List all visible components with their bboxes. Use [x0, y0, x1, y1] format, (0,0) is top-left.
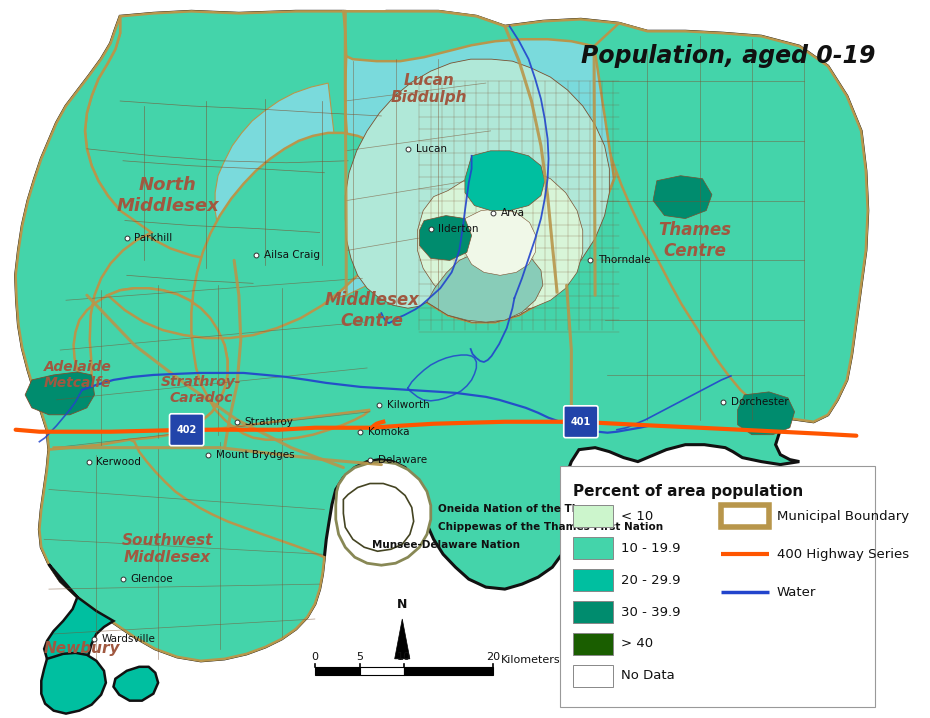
FancyBboxPatch shape	[564, 406, 598, 438]
Text: Strathroy-
Caradoc: Strathroy- Caradoc	[161, 375, 241, 405]
Text: Ailsa Craig: Ailsa Craig	[263, 251, 320, 261]
Text: Southwest
Middlesex: Southwest Middlesex	[122, 533, 213, 566]
Text: Middlesex
Centre: Middlesex Centre	[325, 291, 419, 330]
Text: 0: 0	[312, 652, 318, 662]
Text: Municipal Boundary: Municipal Boundary	[777, 510, 909, 523]
Text: Dorchester: Dorchester	[731, 397, 789, 407]
Text: 402: 402	[177, 425, 197, 434]
Polygon shape	[427, 251, 543, 322]
Bar	[573, 665, 613, 686]
Text: Adelaide
Metcalfe: Adelaide Metcalfe	[44, 360, 112, 390]
Text: North
Middlesex: North Middlesex	[116, 176, 219, 215]
Bar	[360, 667, 405, 675]
Bar	[573, 537, 613, 559]
Text: Water: Water	[777, 586, 816, 599]
Polygon shape	[419, 215, 472, 261]
Text: Kerwood: Kerwood	[97, 457, 141, 467]
Text: Newbury: Newbury	[44, 641, 120, 656]
Polygon shape	[44, 564, 113, 671]
Text: < 10: < 10	[620, 510, 653, 523]
Text: Komoka: Komoka	[368, 426, 409, 437]
Polygon shape	[41, 653, 106, 714]
Text: Wardsville: Wardsville	[102, 634, 156, 644]
Polygon shape	[113, 667, 158, 701]
Text: 10 - 19.9: 10 - 19.9	[620, 542, 680, 555]
Text: Thames
Centre: Thames Centre	[658, 221, 731, 260]
Text: 20: 20	[486, 652, 500, 662]
Polygon shape	[25, 372, 95, 415]
Polygon shape	[215, 61, 496, 302]
Polygon shape	[336, 462, 431, 565]
Text: 10: 10	[397, 652, 411, 662]
Polygon shape	[594, 23, 868, 421]
Text: Mount Brydges: Mount Brydges	[216, 449, 295, 460]
Text: N: N	[397, 598, 407, 611]
Polygon shape	[653, 176, 712, 218]
Text: Arva: Arva	[501, 208, 525, 218]
Polygon shape	[108, 133, 392, 439]
Polygon shape	[85, 11, 505, 262]
Bar	[573, 505, 613, 527]
Text: Population, aged 0-19: Population, aged 0-19	[581, 45, 875, 68]
Bar	[315, 667, 360, 675]
FancyBboxPatch shape	[169, 414, 204, 446]
Polygon shape	[394, 619, 410, 659]
Text: Lucan: Lucan	[416, 144, 446, 154]
Bar	[405, 667, 494, 675]
Polygon shape	[16, 17, 228, 449]
Bar	[573, 601, 613, 623]
Text: Parkhill: Parkhill	[134, 233, 173, 243]
Polygon shape	[462, 209, 537, 275]
Bar	[573, 633, 613, 655]
Polygon shape	[345, 39, 614, 322]
Text: 5: 5	[356, 652, 363, 662]
Polygon shape	[39, 439, 325, 661]
Text: 20 - 29.9: 20 - 29.9	[620, 574, 680, 587]
Text: Oneida Nation of the Thames: Oneida Nation of the Thames	[438, 505, 611, 514]
Polygon shape	[465, 151, 545, 210]
Polygon shape	[343, 11, 647, 322]
Polygon shape	[16, 11, 868, 661]
Polygon shape	[343, 483, 414, 551]
Text: Strathroy: Strathroy	[245, 416, 294, 426]
Text: Chippewas of the Thames First Nation: Chippewas of the Thames First Nation	[438, 523, 663, 532]
Polygon shape	[418, 169, 583, 312]
Text: Ilderton: Ilderton	[438, 223, 479, 233]
Text: Thorndale: Thorndale	[598, 256, 650, 266]
Text: 400 Highway Series: 400 Highway Series	[777, 548, 909, 561]
Polygon shape	[345, 59, 609, 322]
Text: 30 - 39.9: 30 - 39.9	[620, 605, 680, 618]
Bar	[722, 505, 769, 527]
Text: Munsee-Delaware Nation: Munsee-Delaware Nation	[372, 540, 520, 550]
Text: Delaware: Delaware	[378, 454, 427, 465]
Bar	[573, 569, 613, 591]
Text: Kilometers: Kilometers	[501, 655, 561, 665]
Polygon shape	[737, 392, 794, 434]
Text: > 40: > 40	[620, 638, 653, 651]
FancyBboxPatch shape	[560, 465, 875, 707]
Text: 401: 401	[571, 416, 591, 426]
Text: Percent of area population: Percent of area population	[573, 483, 804, 498]
Text: Glencoe: Glencoe	[130, 574, 173, 584]
Text: Kilworth: Kilworth	[387, 400, 430, 410]
Text: No Data: No Data	[620, 669, 674, 682]
Text: Lucan
Biddulph: Lucan Biddulph	[391, 73, 467, 106]
